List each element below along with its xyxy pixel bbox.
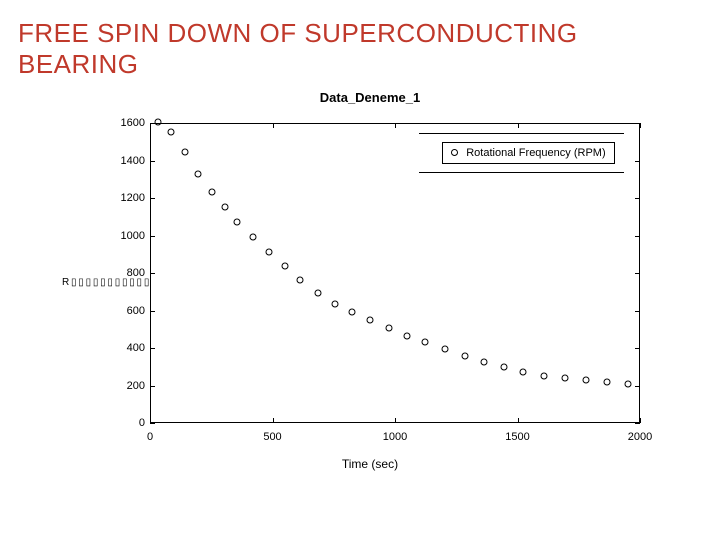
- data-point: [367, 316, 374, 323]
- x-tick-mark: [150, 418, 151, 423]
- x-tick-mark: [273, 123, 274, 128]
- x-axis-label: Time (sec): [90, 457, 650, 471]
- data-point: [603, 379, 610, 386]
- legend-rule: [419, 172, 624, 173]
- x-tick-mark: [395, 123, 396, 128]
- y-tick-label: 800: [90, 267, 145, 279]
- y-tick-label: 1200: [90, 192, 145, 204]
- data-point: [582, 377, 589, 384]
- x-tick-mark: [395, 418, 396, 423]
- data-point: [404, 332, 411, 339]
- y-tick-mark: [150, 198, 155, 199]
- data-point: [167, 128, 174, 135]
- chart-title: Data_Deneme_1: [90, 90, 650, 105]
- data-point: [442, 346, 449, 353]
- y-tick-mark: [635, 348, 640, 349]
- data-point: [265, 248, 272, 255]
- x-tick-label: 0: [147, 431, 153, 443]
- data-point: [221, 204, 228, 211]
- data-point: [422, 339, 429, 346]
- legend: Rotational Frequency (RPM): [442, 142, 614, 164]
- chart-container: Data_Deneme_1 R ▯ ▯ ▯ ▯ ▯ ▯ ▯ ▯ ▯ ▯ ▯ R …: [90, 90, 650, 510]
- x-tick-label: 500: [263, 431, 281, 443]
- legend-rule: [419, 133, 624, 134]
- data-point: [155, 119, 162, 126]
- data-point: [182, 149, 189, 156]
- y-tick-mark: [635, 236, 640, 237]
- x-tick-mark: [150, 123, 151, 128]
- y-tick-mark: [635, 311, 640, 312]
- x-tick-mark: [640, 418, 641, 423]
- data-point: [562, 375, 569, 382]
- legend-label: Rotational Frequency (RPM): [466, 147, 605, 159]
- data-point: [209, 188, 216, 195]
- legend-marker-icon: [451, 149, 458, 156]
- y-tick-mark: [150, 273, 155, 274]
- plot-outer: R ▯ ▯ ▯ ▯ ▯ ▯ ▯ ▯ ▯ ▯ ▯ R M ∑ ~ Rotation…: [90, 113, 650, 453]
- y-tick-label: 1000: [90, 230, 145, 242]
- data-point: [314, 289, 321, 296]
- y-tick-mark: [150, 348, 155, 349]
- x-tick-mark: [518, 123, 519, 128]
- x-tick-label: 2000: [628, 431, 652, 443]
- x-tick-mark: [518, 418, 519, 423]
- y-tick-label: 400: [90, 342, 145, 354]
- data-point: [348, 309, 355, 316]
- data-point: [520, 368, 527, 375]
- y-tick-mark: [635, 423, 640, 424]
- y-tick-mark: [150, 161, 155, 162]
- x-tick-mark: [640, 123, 641, 128]
- data-point: [249, 233, 256, 240]
- y-tick-mark: [635, 386, 640, 387]
- x-tick-mark: [273, 418, 274, 423]
- y-tick-label: 600: [90, 305, 145, 317]
- data-point: [194, 170, 201, 177]
- y-tick-label: 1400: [90, 155, 145, 167]
- data-point: [281, 262, 288, 269]
- y-tick-mark: [150, 236, 155, 237]
- y-tick-mark: [635, 198, 640, 199]
- y-tick-mark: [150, 386, 155, 387]
- data-point: [385, 325, 392, 332]
- y-tick-label: 1600: [90, 117, 145, 129]
- y-tick-label: 0: [90, 417, 145, 429]
- plot-area: Rotational Frequency (RPM): [150, 123, 640, 423]
- data-point: [297, 276, 304, 283]
- data-point: [481, 358, 488, 365]
- y-tick-mark: [150, 423, 155, 424]
- data-point: [233, 219, 240, 226]
- data-point: [461, 352, 468, 359]
- data-point: [331, 301, 338, 308]
- slide-title: FREE SPIN DOWN OF SUPERCONDUCTING BEARIN…: [18, 18, 702, 80]
- x-tick-label: 1500: [505, 431, 529, 443]
- data-point: [624, 381, 631, 388]
- y-tick-mark: [150, 311, 155, 312]
- x-tick-label: 1000: [383, 431, 407, 443]
- y-tick-label: 200: [90, 380, 145, 392]
- data-point: [541, 372, 548, 379]
- y-tick-mark: [635, 273, 640, 274]
- data-point: [500, 363, 507, 370]
- y-tick-mark: [635, 161, 640, 162]
